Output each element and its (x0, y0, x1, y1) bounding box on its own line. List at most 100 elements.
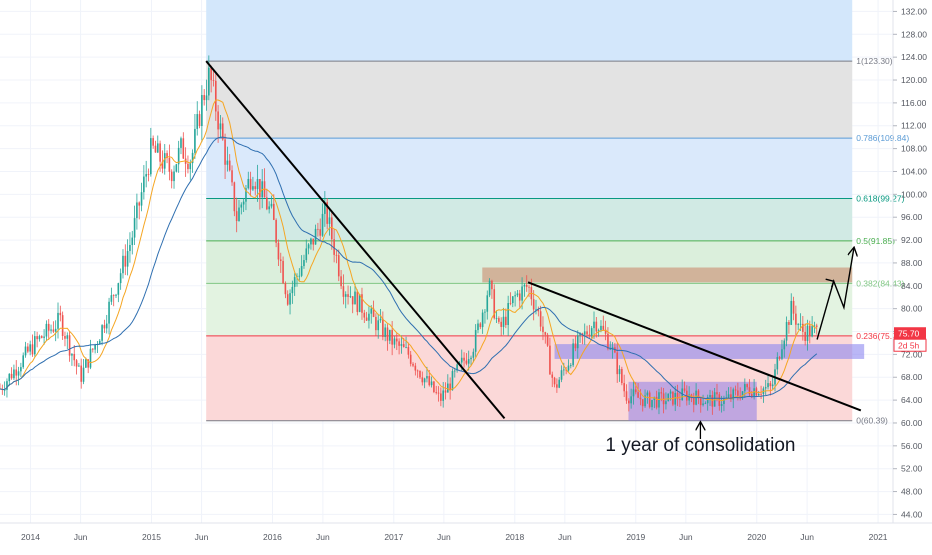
candle (217, 105, 219, 143)
candle-body (609, 348, 612, 350)
candle (43, 329, 45, 345)
candle (453, 367, 456, 378)
candle (101, 324, 103, 346)
countdown-tag (893, 338, 927, 352)
candle-body (797, 324, 800, 326)
candle-body (138, 202, 141, 206)
candle-body (579, 333, 581, 336)
candle (289, 289, 291, 315)
candle (194, 113, 196, 159)
candle (347, 285, 349, 305)
candle (198, 110, 201, 129)
candle (284, 281, 287, 299)
candle-body (384, 327, 386, 337)
candle-body (778, 357, 781, 359)
candle (437, 386, 440, 402)
candle-body (412, 363, 414, 366)
candle (272, 194, 275, 221)
candle-body (131, 237, 134, 246)
candle (82, 358, 85, 385)
candle (319, 218, 322, 242)
candle (228, 154, 231, 172)
candle (498, 316, 500, 324)
candle-body (337, 255, 340, 277)
candle (500, 317, 503, 336)
candle-body (187, 163, 189, 170)
candle-body (588, 334, 591, 337)
candle (377, 313, 380, 339)
candle-body (702, 403, 704, 406)
fib-level-label: 0.5(91.85) (856, 236, 895, 246)
fib-zone (206, 138, 853, 199)
candle-body (574, 343, 577, 349)
candle-body (655, 396, 658, 408)
candle (131, 230, 134, 255)
candle-body (45, 323, 48, 337)
candle-body (284, 283, 287, 295)
candle-body (484, 311, 486, 313)
candle (143, 165, 145, 200)
candle-body (586, 331, 588, 335)
candle-body (85, 359, 87, 368)
candle (344, 291, 347, 309)
candle-body (235, 211, 238, 221)
candle-body (590, 328, 593, 337)
candle-body (277, 242, 280, 260)
annotation-text: 1 year of consolidation (605, 435, 795, 456)
candle-body (43, 336, 45, 338)
candle-body (783, 340, 786, 350)
candle (54, 320, 57, 342)
price-tick-label: 120.00 (901, 75, 927, 85)
fib-zone (206, 0, 853, 62)
candle-body (648, 392, 651, 408)
candle-body (556, 384, 558, 388)
fib-zone (206, 198, 853, 241)
candle (574, 335, 577, 352)
candle (105, 314, 108, 334)
candle-body (502, 316, 505, 327)
candle (442, 381, 444, 408)
candle (375, 313, 377, 336)
candle-body (806, 325, 809, 341)
candle-body (110, 295, 113, 302)
price-tick-label: 100.00 (901, 189, 927, 199)
time-tick-label: Jun (800, 532, 814, 542)
time-tick-label: Jun (316, 532, 330, 542)
candle-body (266, 197, 268, 210)
candle-body (767, 383, 769, 388)
candle (484, 309, 486, 324)
candle (64, 331, 66, 347)
candle-body (47, 323, 50, 331)
candle-body (600, 325, 602, 331)
candle-body (54, 328, 57, 332)
candle (477, 319, 479, 334)
candle-body (168, 157, 171, 172)
candle-body (623, 383, 625, 392)
candle-body (98, 340, 101, 345)
candle-body (802, 323, 804, 332)
candle-body (456, 364, 458, 371)
candle (514, 291, 516, 307)
candle (539, 305, 542, 332)
candle (518, 289, 521, 309)
price-tick-label: 124.00 (901, 52, 927, 62)
candle-body (103, 325, 106, 329)
candle-body (537, 309, 540, 312)
candle (785, 316, 788, 347)
candle-body (29, 344, 31, 352)
candle-body (191, 152, 194, 164)
candle (252, 176, 254, 192)
candle (495, 310, 498, 324)
candle (180, 136, 182, 155)
fib-level-label: 0.236(75.24) (856, 331, 904, 341)
last-price-label: 75.70 (898, 329, 920, 339)
candle (395, 332, 398, 351)
candle (815, 323, 818, 335)
candle-body (40, 336, 43, 338)
candle-body (319, 229, 322, 236)
candle-body (3, 389, 6, 391)
candle-body (769, 383, 772, 387)
candle (351, 296, 354, 314)
